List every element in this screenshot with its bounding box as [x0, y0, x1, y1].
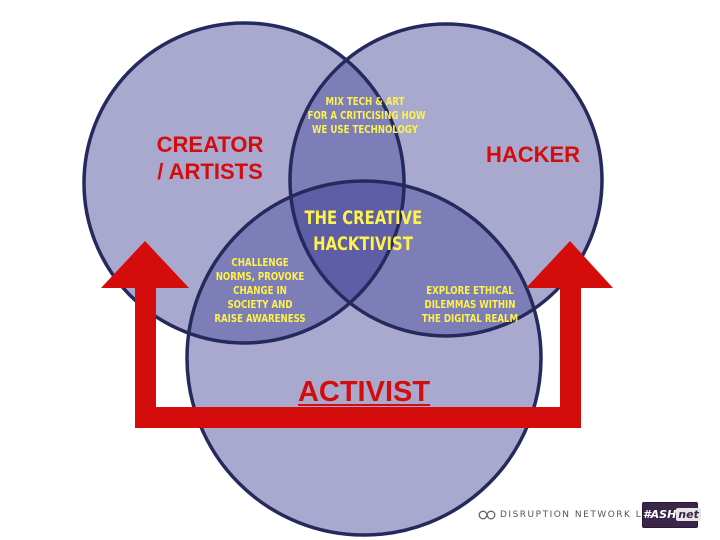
creator-hacker-note-line-3: WE USE TECHNOLOGY [312, 124, 418, 136]
arrow-connector [101, 241, 613, 428]
activist-label: ACTIVIST [297, 376, 431, 408]
overlap-hacker-activist [290, 181, 541, 336]
creator-activist-note-line-4: SOCIETY AND [227, 299, 293, 311]
footer-brand: DISRUPTION NETWORK LAB [478, 510, 658, 520]
creator-activist-note-line-1: CHALLENGE [231, 257, 289, 269]
center-label-line-1: THE CREATIVE [304, 207, 423, 229]
hacker-activist-note-line-2: DILEMMAS WITHIN [424, 299, 516, 311]
creator-activist-note: CHALLENGE NORMS, PROVOKE CHANGE IN SOCIETY … [211, 256, 309, 326]
ashnet-logo: #ASH net [642, 502, 701, 528]
link-icon [478, 510, 496, 520]
up-arrow-icon [101, 241, 189, 288]
hacker-activist-note-line-1: EXPLORE ETHICAL [426, 285, 514, 297]
logo-suffix: net [676, 508, 701, 521]
creator-activist-note-line-5: RAISE AWARENESS [214, 313, 306, 325]
hacker-label: HACKER [485, 142, 581, 167]
creator-hacker-note-line-1: MIX TECH & ART [325, 96, 405, 108]
creator-label: CREATOR / ARTISTS [130, 131, 290, 185]
creator-hacker-note: MIX TECH & ART FOR A CRITICISING HOW WE US… [307, 95, 426, 137]
hacker-activist-note: EXPLORE ETHICAL DILEMMAS WITHIN THE DIGITA… [417, 284, 524, 326]
up-arrow-icon [526, 241, 613, 288]
logo-prefix: #ASH [643, 508, 677, 521]
overlap-creator-activist [187, 181, 404, 343]
footer-brand-text: DISRUPTION NETWORK LAB [500, 510, 658, 520]
creator-activist-note-line-3: CHANGE IN [233, 285, 287, 297]
creator-label-line-2: / ARTISTS [157, 159, 263, 184]
creator-label-line-1: CREATOR [156, 132, 264, 157]
hacker-activist-note-line-3: THE DIGITAL REALM [421, 313, 519, 325]
creator-hacker-note-line-2: FOR A CRITICISING HOW [307, 110, 426, 122]
center-label-line-2: HACKTIVIST [313, 233, 413, 255]
center-label: THE CREATIVE HACKTIVIST [304, 205, 423, 257]
creator-activist-note-line-2: NORMS, PROVOKE [215, 271, 305, 283]
